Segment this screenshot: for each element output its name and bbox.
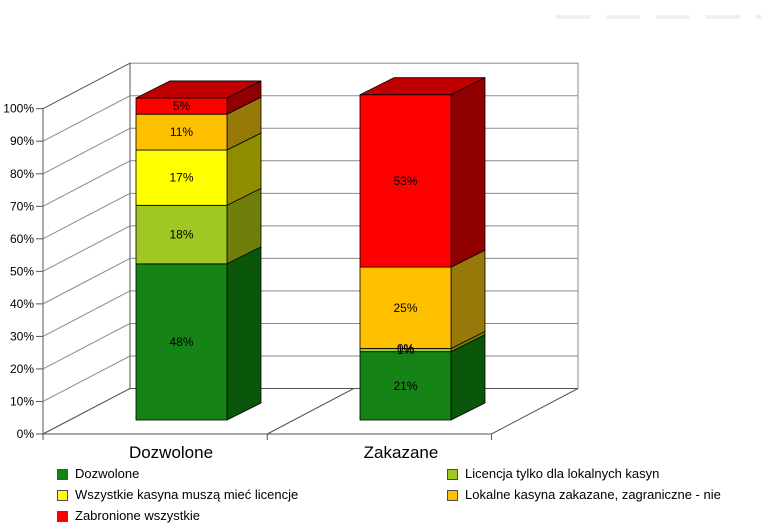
left-wall-gridline — [42, 127, 131, 175]
bar-top-0 — [135, 80, 262, 99]
left-wall-gridline — [42, 290, 131, 337]
left-wall-gridline — [42, 355, 131, 402]
faded-watermark-artifact — [556, 15, 762, 19]
legend-key-swatch — [447, 468, 458, 480]
legend-item-2: Wszystkie kasyna muszą mieć licencje — [57, 488, 447, 502]
category-label-1: Zakazane — [364, 443, 439, 462]
bar-segment-1-3 — [359, 266, 452, 349]
y-axis-tick-label: 40% — [10, 297, 34, 311]
bar-segment-0-3 — [135, 113, 228, 151]
left-wall-gridline — [42, 322, 131, 370]
left-wall-gridline — [42, 225, 131, 272]
legend-key-swatch — [57, 489, 68, 501]
legend-label: Lokalne kasyna zakazane, zagraniczne - n… — [465, 487, 721, 502]
bar-top-1 — [359, 77, 486, 96]
legend-key-swatch — [57, 468, 68, 480]
segment-label: 11% — [170, 125, 193, 139]
y-axis-tick-label: 30% — [10, 329, 34, 343]
bar-segment-0-2 — [135, 149, 228, 206]
legend-label: Dozwolone — [75, 466, 140, 481]
bar-segment-side-0-0 — [226, 246, 262, 421]
left-wall-gridline — [42, 95, 131, 142]
segment-label: 17% — [169, 171, 193, 185]
legend-label: Wszystkie kasyna muszą mieć licencje — [75, 487, 299, 502]
segment-label: 53% — [393, 174, 417, 188]
segment-label: 25% — [393, 301, 417, 315]
bar-segment-1-4 — [359, 94, 452, 268]
legend-item-1: Licencja tylko dla lokalnych kasyn — [447, 467, 762, 481]
segment-label: 18% — [169, 228, 193, 242]
y-axis-tick-label: 0% — [17, 427, 35, 441]
segment-label: 48% — [169, 335, 193, 349]
legend-key-swatch — [447, 489, 458, 501]
bar-segment-side-1-4 — [450, 77, 486, 268]
y-axis-tick-label: 60% — [10, 232, 34, 246]
y-axis-tick-label: 80% — [10, 167, 34, 181]
segment-label: 21% — [393, 379, 417, 393]
bar-segment-0-0 — [135, 263, 228, 421]
left-wall-gridline — [42, 160, 131, 207]
chart-legend: Dozwolone Licencja tylko dla lokalnych ka… — [57, 467, 762, 523]
bar-segment-1-0 — [359, 351, 452, 421]
legend-item-4: Zabronione wszystkie — [57, 509, 447, 523]
y-axis-tick-label: 10% — [10, 394, 34, 408]
y-axis-tick-label: 50% — [10, 264, 34, 278]
y-axis-tick-label: 100% — [3, 102, 34, 116]
y-axis-tick-label: 70% — [10, 199, 34, 213]
legend-label: Zabronione wszystkie — [75, 508, 200, 523]
legend-item-0: Dozwolone — [57, 467, 447, 481]
legend-key-swatch — [57, 510, 68, 522]
left-wall-gridline — [42, 192, 131, 240]
segment-label: 0% — [397, 341, 415, 355]
segment-label: 1% — [397, 343, 415, 357]
segment-label: 5% — [173, 99, 191, 113]
legend-label: Licencja tylko dla lokalnych kasyn — [465, 466, 660, 481]
y-axis-tick-label: 20% — [10, 362, 34, 376]
legend-item-3: Lokalne kasyna zakazane, zagraniczne - n… — [447, 488, 762, 502]
y-axis-tick-label: 90% — [10, 134, 34, 148]
bar-segment-0-1 — [135, 204, 228, 265]
category-separator — [267, 388, 354, 435]
category-label-0: Dozwolone — [129, 443, 213, 462]
left-wall-gridline — [42, 257, 131, 305]
